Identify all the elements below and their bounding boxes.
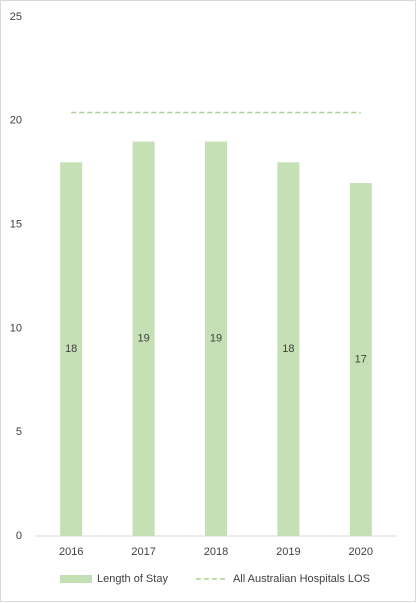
data-label: 19	[137, 333, 149, 345]
y-tick-label: 20	[10, 115, 22, 127]
y-tick-label: 15	[10, 219, 22, 231]
x-tick-label: 2018	[204, 546, 228, 558]
data-label: 17	[355, 353, 367, 365]
data-label: 19	[210, 333, 222, 345]
legend-swatch	[60, 575, 92, 583]
bar	[349, 183, 372, 536]
data-label: 18	[65, 343, 77, 355]
data-label: 18	[282, 343, 294, 355]
y-tick-label: 25	[10, 11, 22, 23]
legend-label: All Australian Hospitals LOS	[233, 573, 370, 585]
bar	[60, 162, 83, 536]
bar	[277, 162, 300, 536]
x-tick-label: 2016	[59, 546, 83, 558]
y-tick-label: 0	[16, 530, 22, 542]
x-tick-label: 2019	[276, 546, 300, 558]
bar	[205, 141, 227, 536]
bar	[132, 141, 155, 536]
y-tick-label: 5	[16, 426, 22, 438]
y-tick-label: 10	[10, 322, 22, 334]
x-tick-label: 2017	[131, 546, 155, 558]
legend-label: Length of Stay	[97, 573, 168, 585]
x-tick-label: 2020	[349, 546, 373, 558]
